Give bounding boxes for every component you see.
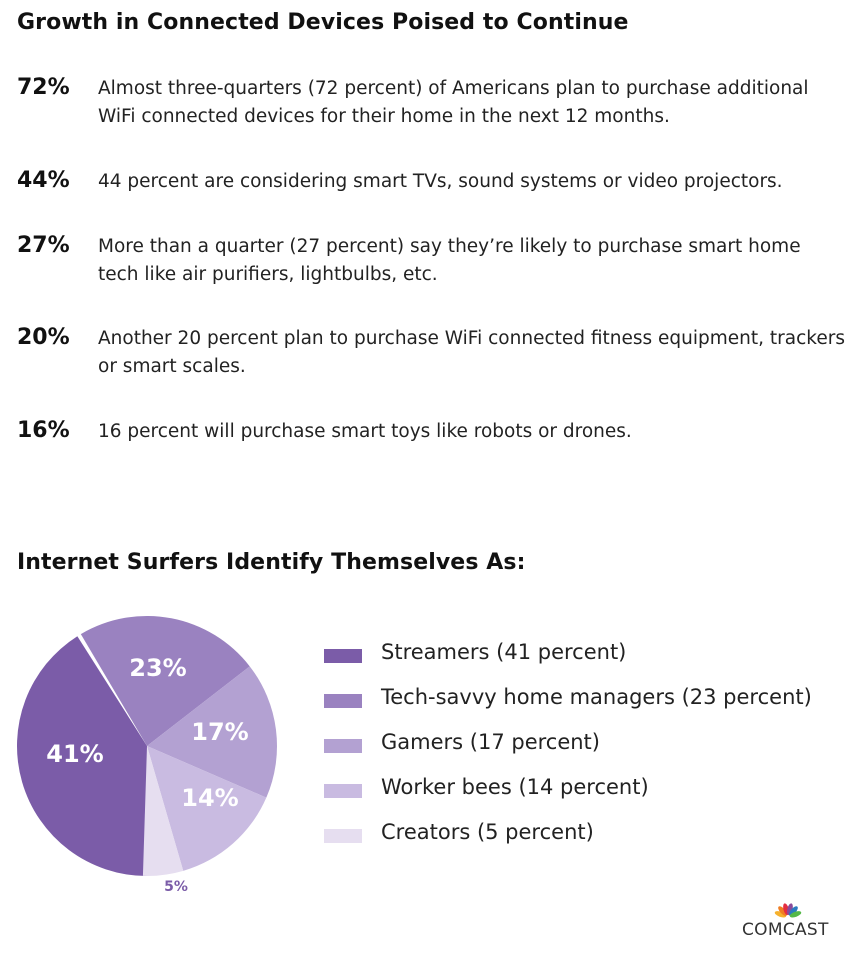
stat-percent: 44% xyxy=(17,168,70,193)
legend-item: Tech-savvy home managers (23 percent) xyxy=(324,685,844,715)
legend-item: Gamers (17 percent) xyxy=(324,730,844,760)
legend-label: Tech-savvy home managers (23 percent) xyxy=(381,685,812,709)
peacock-feather xyxy=(788,906,798,916)
stat-percent: 72% xyxy=(17,75,70,100)
legend-label: Worker bees (14 percent) xyxy=(381,775,649,799)
pie-slice-gamers xyxy=(147,666,278,798)
legend-label: Gamers (17 percent) xyxy=(381,730,600,754)
legend-item: Worker bees (14 percent) xyxy=(324,775,844,805)
pie-slice-worker-bees xyxy=(147,746,267,871)
legend-swatch xyxy=(324,694,362,708)
legend-swatch xyxy=(324,829,362,843)
stat-text: Almost three-quarters (72 percent) of Am… xyxy=(98,78,809,127)
pie-slice-label: 5% xyxy=(164,879,188,895)
stat-percent: 27% xyxy=(17,233,70,258)
stat-text: Another 20 percent plan to purchase WiFi… xyxy=(98,328,845,377)
legend-swatch xyxy=(324,784,362,798)
legend-label: Creators (5 percent) xyxy=(381,820,594,844)
chart-title: Internet Surfers Identify Themselves As: xyxy=(17,550,526,575)
peacock-feather xyxy=(774,911,787,918)
pie-slice-creators xyxy=(142,746,184,876)
stat-percent: 20% xyxy=(17,325,70,350)
pie-slice-tech-savvy-home-managers xyxy=(80,616,250,746)
legend-item: Streamers (41 percent) xyxy=(324,640,844,670)
brand-name: COMCAST xyxy=(742,920,829,940)
peacock-icon xyxy=(774,903,802,918)
pie-slice-label: 41% xyxy=(46,740,103,768)
stat-text: 16 percent will purchase smart toys like… xyxy=(98,421,632,442)
legend-label: Streamers (41 percent) xyxy=(381,640,627,664)
pie-slice-label: 14% xyxy=(181,784,238,812)
pie-slice-label: 23% xyxy=(129,654,186,682)
stat-percent: 16% xyxy=(17,418,70,443)
stat-text: More than a quarter (27 percent) say the… xyxy=(98,236,801,285)
peacock-feather xyxy=(789,911,802,918)
pie-chart: 41% 23% 17% 14% 5% xyxy=(17,616,278,895)
stat-text: 44 percent are considering smart TVs, so… xyxy=(98,171,783,192)
peacock-feather xyxy=(778,906,788,916)
pie-slice-label: 17% xyxy=(191,718,248,746)
legend-swatch xyxy=(324,649,362,663)
legend-swatch xyxy=(324,739,362,753)
legend-item: Creators (5 percent) xyxy=(324,820,844,850)
pie-slice-streamers xyxy=(17,636,147,876)
headline: Growth in Connected Devices Poised to Co… xyxy=(17,10,629,35)
